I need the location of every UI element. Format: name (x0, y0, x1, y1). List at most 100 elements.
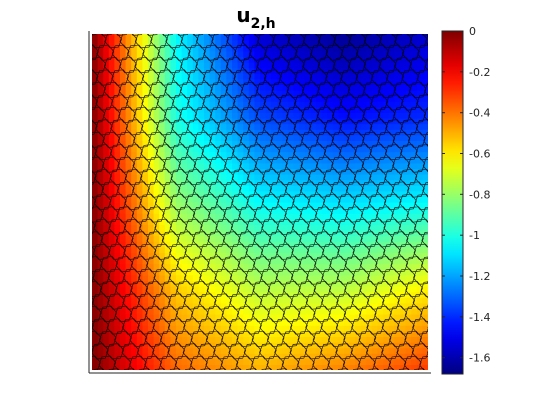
heatmap-cell (164, 325, 171, 332)
heatmap-cell (103, 330, 110, 337)
heatmap-cell (405, 347, 412, 354)
heatmap-cell (108, 230, 115, 237)
heatmap-cell (276, 319, 283, 326)
heatmap-cell (338, 106, 345, 113)
heatmap-cell (254, 95, 261, 102)
heatmap-cell (411, 202, 418, 209)
heatmap-cell (405, 246, 412, 253)
heatmap-cell (327, 185, 334, 192)
heatmap-cell (366, 336, 373, 343)
heatmap-cell (316, 202, 323, 209)
heatmap-cell (327, 347, 334, 354)
heatmap-cell (377, 358, 384, 365)
heatmap-cell (254, 330, 261, 337)
heatmap-cell (260, 78, 267, 85)
heatmap-cell (164, 118, 171, 125)
heatmap-cell (120, 297, 127, 304)
heatmap-cell (344, 342, 351, 349)
heatmap-cell (204, 90, 211, 97)
heatmap-cell (260, 336, 267, 343)
heatmap-cell (131, 286, 138, 293)
heatmap-cell (254, 314, 261, 321)
heatmap-cell (271, 358, 278, 365)
heatmap-cell (310, 95, 317, 102)
heatmap-cell (204, 106, 211, 113)
heatmap-cell (355, 319, 362, 326)
heatmap-cell (310, 291, 317, 298)
heatmap-cell (237, 202, 244, 209)
heatmap-cell (355, 258, 362, 265)
heatmap-cell (355, 241, 362, 248)
heatmap-cell (422, 364, 428, 370)
heatmap-cell (209, 213, 216, 220)
heatmap-cell (416, 39, 423, 46)
heatmap-cell (220, 140, 227, 147)
heatmap-cell (159, 336, 166, 343)
heatmap-cell (355, 213, 362, 220)
heatmap-cell (103, 246, 110, 253)
heatmap-cell (97, 196, 104, 203)
heatmap-cell (299, 347, 306, 354)
heatmap-cell (192, 207, 199, 214)
heatmap-cell (103, 263, 110, 270)
heatmap-cell (92, 202, 99, 209)
heatmap-cell (254, 218, 261, 225)
heatmap-cell (316, 274, 323, 281)
heatmap-cell (187, 34, 194, 41)
heatmap-cell (131, 62, 138, 69)
heatmap-cell (416, 185, 423, 192)
heatmap-cell (422, 123, 428, 130)
heatmap-cell (176, 196, 183, 203)
heatmap-cell (332, 123, 339, 130)
heatmap-cell (265, 353, 272, 360)
heatmap-cell (114, 308, 121, 315)
heatmap-cell (388, 218, 395, 225)
heatmap-cell (377, 224, 384, 231)
heatmap-cell (181, 202, 188, 209)
heatmap-cell (422, 269, 428, 276)
heatmap-cell (131, 45, 138, 52)
heatmap-cell (282, 196, 289, 203)
heatmap-cell (338, 134, 345, 141)
heatmap-cell (243, 101, 250, 108)
heatmap-cell (400, 39, 407, 46)
heatmap-cell (355, 174, 362, 181)
heatmap-cell (265, 62, 272, 69)
heatmap-cell (405, 297, 412, 304)
heatmap-cell (355, 347, 362, 354)
heatmap-cell (120, 286, 127, 293)
heatmap-cell (108, 151, 115, 158)
heatmap-cell (377, 56, 384, 63)
heatmap-cell (422, 330, 428, 337)
heatmap-cell (327, 146, 334, 153)
heatmap-cell (394, 90, 401, 97)
heatmap-cell (226, 252, 233, 259)
heatmap-cell (136, 330, 143, 337)
heatmap-cell (282, 90, 289, 97)
heatmap-cell (232, 202, 239, 209)
heatmap-cell (405, 258, 412, 265)
heatmap-cell (388, 185, 395, 192)
heatmap-cell (248, 364, 255, 370)
heatmap-cell (332, 84, 339, 91)
heatmap-cell (187, 146, 194, 153)
heatmap-cell (405, 101, 412, 108)
heatmap-cell (103, 118, 110, 125)
heatmap-cell (366, 84, 373, 91)
heatmap-cell (265, 252, 272, 259)
heatmap-cell (372, 90, 379, 97)
heatmap-cell (271, 45, 278, 52)
heatmap-cell (142, 258, 149, 265)
heatmap-cell (310, 190, 317, 197)
heatmap-cell (97, 353, 104, 360)
heatmap-cell (299, 151, 306, 158)
heatmap-cell (131, 314, 138, 321)
heatmap-cell (125, 123, 132, 130)
heatmap-cell (405, 358, 412, 365)
heatmap-cell (209, 252, 216, 259)
heatmap-cell (265, 185, 272, 192)
heatmap-cell (176, 353, 183, 360)
heatmap-cell (304, 168, 311, 175)
heatmap-cell (400, 235, 407, 242)
heatmap-cell (338, 269, 345, 276)
